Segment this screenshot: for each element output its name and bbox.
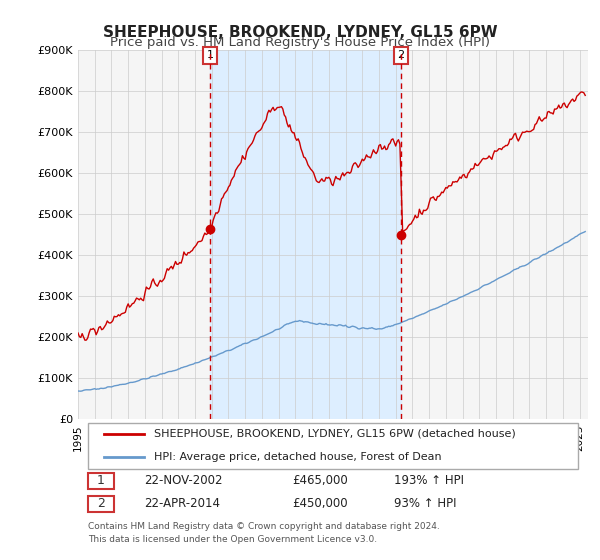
Text: 1: 1 [97,474,105,487]
Text: This data is licensed under the Open Government Licence v3.0.: This data is licensed under the Open Gov… [88,535,377,544]
Text: Price paid vs. HM Land Registry's House Price Index (HPI): Price paid vs. HM Land Registry's House … [110,36,490,49]
Bar [210,50,401,419]
Text: SHEEPHOUSE, BROOKEND, LYDNEY, GL15 6PW (detached house): SHEEPHOUSE, BROOKEND, LYDNEY, GL15 6PW (… [155,429,516,439]
Text: 93% ↑ HPI: 93% ↑ HPI [394,497,457,510]
Text: HPI: Average price, detached house, Forest of Dean: HPI: Average price, detached house, Fore… [155,452,442,461]
Text: 2: 2 [97,497,105,510]
FancyBboxPatch shape [88,423,578,469]
Text: £465,000: £465,000 [292,474,348,487]
Text: 193% ↑ HPI: 193% ↑ HPI [394,474,464,487]
FancyBboxPatch shape [88,496,114,512]
Text: 22-APR-2014: 22-APR-2014 [145,497,220,510]
Text: 22-NOV-2002: 22-NOV-2002 [145,474,223,487]
Text: 2: 2 [397,50,404,60]
Text: SHEEPHOUSE, BROOKEND, LYDNEY, GL15 6PW: SHEEPHOUSE, BROOKEND, LYDNEY, GL15 6PW [103,25,497,40]
FancyBboxPatch shape [88,473,114,489]
Text: Contains HM Land Registry data © Crown copyright and database right 2024.: Contains HM Land Registry data © Crown c… [88,522,440,531]
Text: £450,000: £450,000 [292,497,348,510]
Text: 1: 1 [206,50,214,60]
